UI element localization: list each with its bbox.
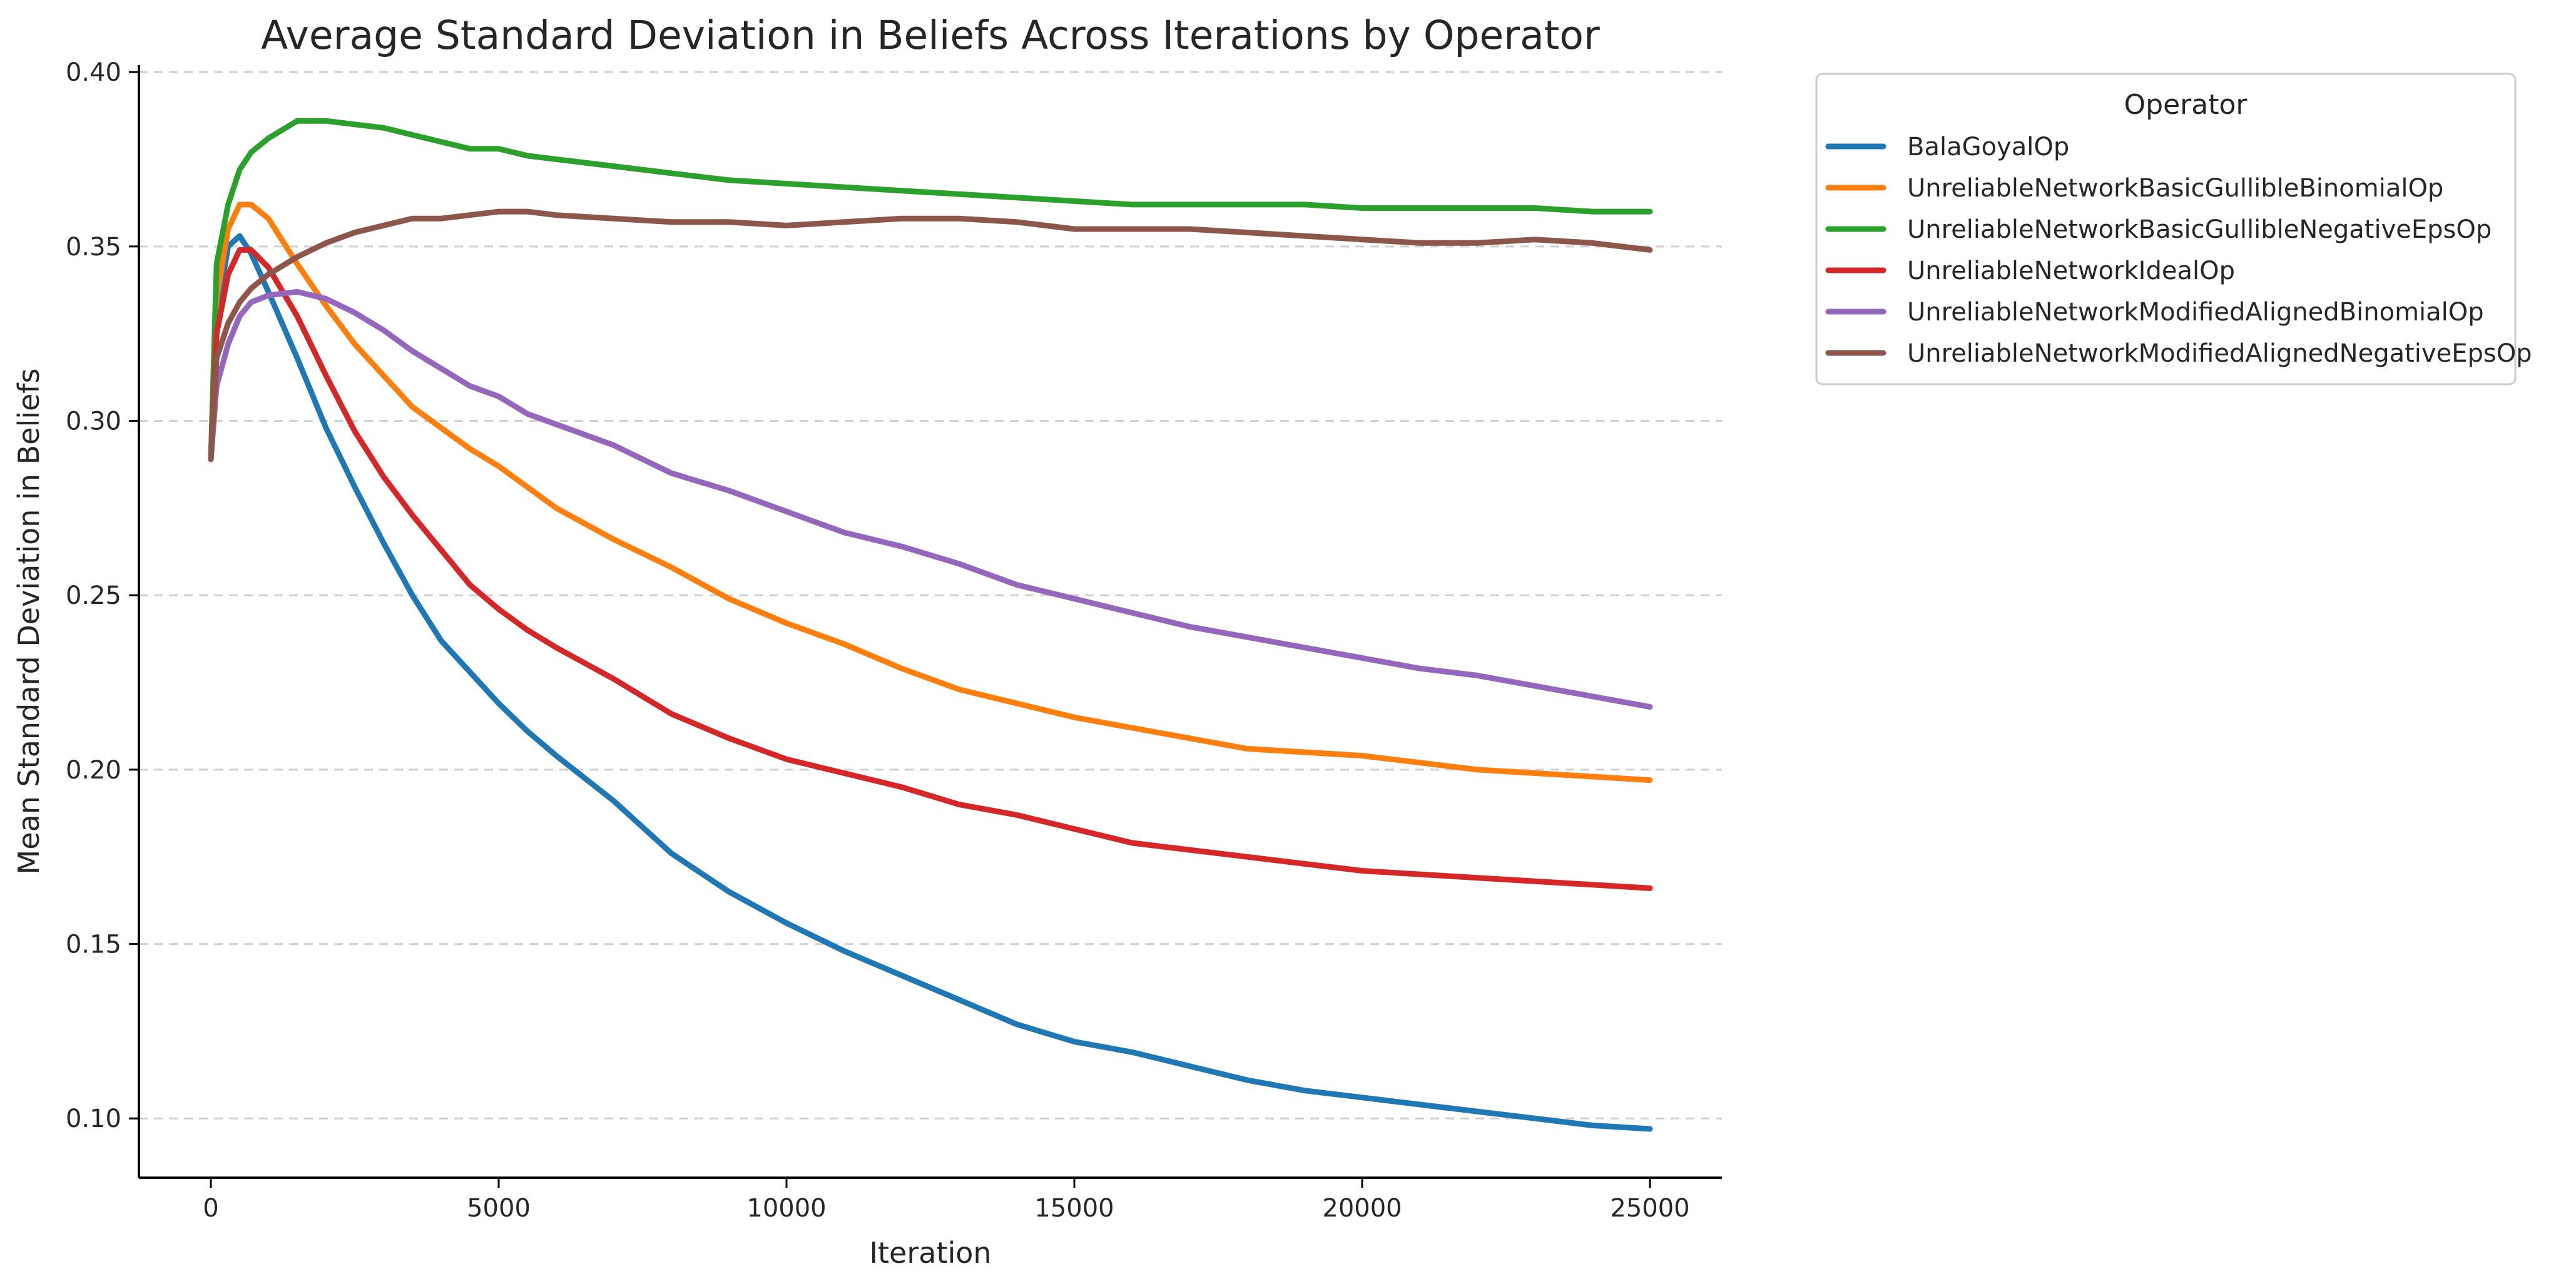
series-lines <box>208 118 1653 1132</box>
x-tick-label: 25000 <box>1610 1194 1689 1223</box>
x-tick-label: 0 <box>203 1194 218 1223</box>
y-tick-label: 0.20 <box>66 756 121 785</box>
legend-entries: BalaGoyalOp UnreliableNetworkBasicGullibl… <box>1825 133 2532 368</box>
series-line <box>208 233 1653 1132</box>
x-tick-label: 5000 <box>467 1194 531 1223</box>
legend-label: UnreliableNetworkIdealOp <box>1907 257 2235 285</box>
series-line <box>208 208 1653 462</box>
series-line <box>208 118 1653 462</box>
x-axis-title: Iteration <box>869 1236 991 1270</box>
legend-title: Operator <box>2124 89 2248 121</box>
legend: Operator BalaGoyalOp UnreliableNetworkBas… <box>1815 73 2532 385</box>
tick-labels: 0.10 0.15 0.20 0.25 0.30 0.35 0.40 0 5000 10000 15… <box>66 58 1690 1223</box>
x-tick-label: 15000 <box>1034 1194 1114 1223</box>
y-tick-label: 0.25 <box>66 581 121 610</box>
legend-label: UnreliableNetworkBasicGullibleBinomialOp <box>1907 174 2443 203</box>
legend-label: UnreliableNetworkModifiedAlignedBinomial… <box>1907 298 2484 327</box>
y-tick-label: 0.40 <box>66 58 121 87</box>
y-axis-title: Mean Standard Deviation in Beliefs <box>12 369 46 875</box>
y-tick-label: 0.15 <box>66 931 121 959</box>
legend-label: UnreliableNetworkBasicGullibleNegativeEp… <box>1907 215 2492 244</box>
x-tick-label: 20000 <box>1322 1194 1402 1223</box>
x-tick-label: 10000 <box>746 1194 826 1223</box>
legend-label: UnreliableNetworkModifiedAlignedNegative… <box>1907 339 2532 368</box>
y-tick-label: 0.35 <box>66 233 121 262</box>
gridlines <box>139 71 1722 1120</box>
chart-title: Average Standard Deviation in Beliefs Ac… <box>261 13 1600 58</box>
y-tick-label: 0.10 <box>66 1105 121 1133</box>
legend-label: BalaGoyalOp <box>1907 133 2069 161</box>
axes <box>129 65 1722 1188</box>
series-line <box>208 202 1653 783</box>
series-line <box>208 288 1653 710</box>
series-line <box>208 247 1653 891</box>
legend-frame <box>1815 73 2517 385</box>
y-tick-label: 0.30 <box>66 407 121 436</box>
